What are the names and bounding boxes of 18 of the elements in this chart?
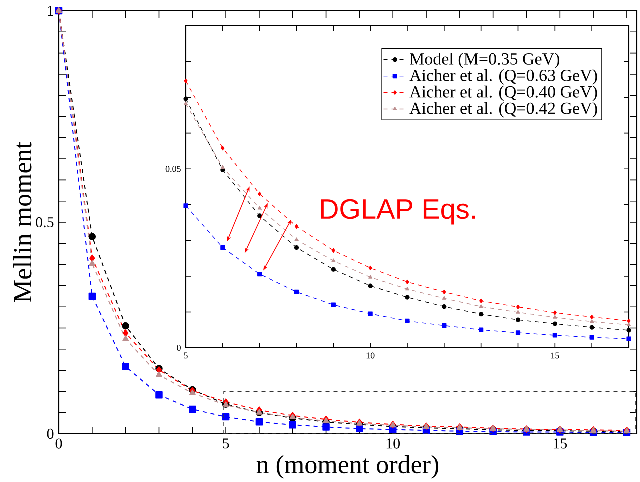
legend-label: Model (M=0.35 GeV) — [410, 52, 560, 68]
legend-label: Aicher et al. (Q=0.42 GeV) — [410, 102, 598, 118]
x-tick-label: 0 — [56, 438, 62, 449]
legend-label: Aicher et al. (Q=0.63 GeV) — [410, 69, 598, 85]
x-tick-label: 5 — [223, 438, 230, 449]
x-tick-label: 10 — [386, 438, 400, 449]
x-tick-label: 10 — [366, 352, 375, 359]
y-tick-label: 0.5 — [36, 217, 54, 228]
y-tick-label: 1 — [48, 6, 54, 16]
annotation: DGLAP Eqs. — [321, 199, 476, 225]
y-axis-title: Mellin moment — [13, 142, 32, 302]
x-tick-label: 15 — [554, 438, 568, 449]
legend-label: Aicher et al. (Q=0.40 GeV) — [410, 86, 598, 102]
y-tick-label: 0 — [47, 428, 54, 440]
y-tick-label: 0.05 — [166, 166, 181, 172]
x-axis-title: n (moment order) — [256, 455, 439, 479]
x-tick-label: 15 — [551, 352, 560, 359]
x-tick-label: 5 — [184, 352, 188, 359]
